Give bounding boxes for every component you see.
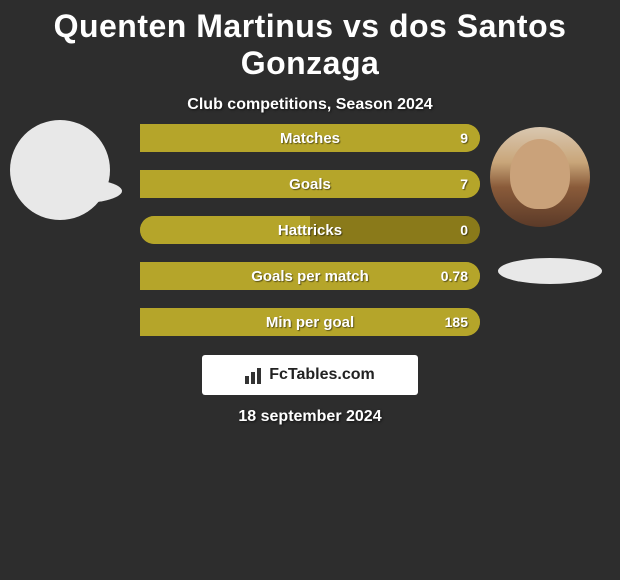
bar-chart-icon bbox=[245, 366, 263, 384]
stats-bars: Matches9Goals7Hattricks0Goals per match0… bbox=[140, 124, 480, 354]
player-left-shadow bbox=[18, 178, 122, 204]
branding-badge: FcTables.com bbox=[202, 355, 418, 395]
stat-row: Goals per match0.78 bbox=[140, 262, 480, 290]
branding-text: FcTables.com bbox=[269, 366, 375, 384]
player-right-avatar bbox=[490, 127, 590, 227]
stat-label: Hattricks bbox=[140, 216, 480, 244]
date-label: 18 september 2024 bbox=[0, 408, 620, 426]
stat-value-right: 9 bbox=[460, 124, 468, 152]
stat-row: Min per goal185 bbox=[140, 308, 480, 336]
stat-value-right: 7 bbox=[460, 170, 468, 198]
stat-row: Hattricks0 bbox=[140, 216, 480, 244]
stat-label: Min per goal bbox=[140, 308, 480, 336]
stat-value-right: 0 bbox=[460, 216, 468, 244]
page-title: Quenten Martinus vs dos Santos Gonzaga bbox=[0, 0, 620, 82]
stat-label: Goals bbox=[140, 170, 480, 198]
stat-value-right: 0.78 bbox=[441, 262, 468, 290]
player-right-shadow bbox=[498, 258, 602, 284]
player-left-avatar bbox=[10, 120, 110, 220]
stat-label: Goals per match bbox=[140, 262, 480, 290]
page-subtitle: Club competitions, Season 2024 bbox=[0, 96, 620, 114]
stat-row: Goals7 bbox=[140, 170, 480, 198]
stat-row: Matches9 bbox=[140, 124, 480, 152]
stat-value-right: 185 bbox=[445, 308, 468, 336]
stat-label: Matches bbox=[140, 124, 480, 152]
